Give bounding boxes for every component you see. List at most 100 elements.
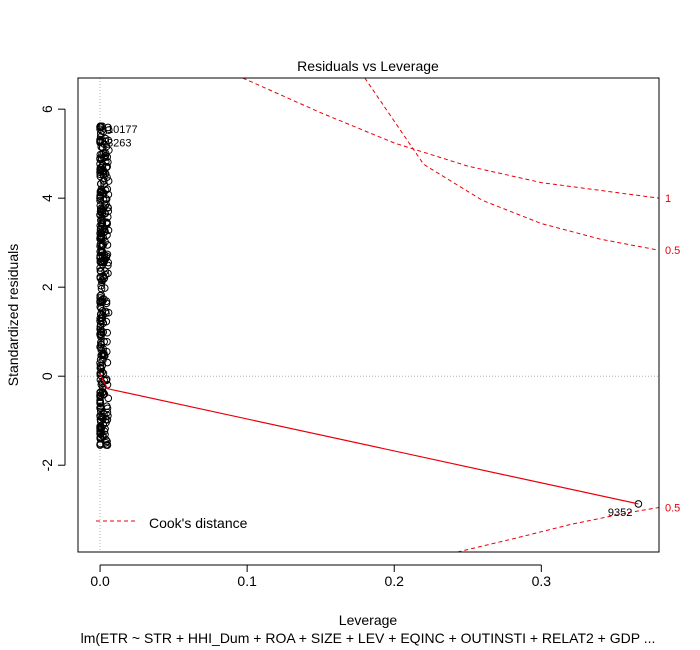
point-labels: 10177 3263 9352 <box>107 124 632 519</box>
x-tick-label: 0.1 <box>237 573 257 589</box>
data-point <box>103 402 111 410</box>
legend: Cook's distance <box>96 515 248 531</box>
data-point <box>96 194 104 203</box>
data-point <box>102 438 110 447</box>
data-point <box>100 180 108 189</box>
data-point <box>104 269 112 278</box>
legend-label: Cook's distance <box>149 515 248 531</box>
data-point <box>97 364 106 373</box>
data-point <box>101 227 109 236</box>
data-point <box>102 309 110 317</box>
cooks-distance-labels: 1 0.5 0.5 <box>665 193 680 514</box>
data-point <box>104 203 112 212</box>
data-point <box>102 200 110 208</box>
data-point <box>98 295 107 304</box>
data-point <box>105 146 113 155</box>
data-point <box>102 297 111 306</box>
data-point <box>97 304 105 313</box>
y-tick-label: 0 <box>39 372 55 380</box>
labeled-data-point <box>634 500 643 508</box>
cooks-distance-lines <box>242 78 659 552</box>
data-point <box>97 179 105 188</box>
data-point <box>97 333 105 341</box>
data-point <box>97 219 106 228</box>
data-point <box>101 153 109 162</box>
x-tick-label: 0.0 <box>90 573 110 589</box>
data-point <box>102 375 111 383</box>
cooks-distance-label: 0.5 <box>665 502 680 514</box>
data-point <box>98 314 107 322</box>
data-point <box>99 328 108 336</box>
data-point <box>96 235 104 243</box>
data-point <box>96 188 105 197</box>
data-point <box>96 403 104 412</box>
data-point <box>102 299 111 308</box>
data-point <box>97 425 105 434</box>
data-point <box>97 344 105 352</box>
data-point <box>99 319 107 327</box>
data-point <box>96 252 105 261</box>
data-point <box>99 369 108 378</box>
y-tick-label: 6 <box>39 105 55 113</box>
data-point <box>97 127 106 135</box>
data-point <box>103 213 112 221</box>
point-label: 10177 <box>107 124 138 136</box>
data-point <box>100 189 108 197</box>
data-point <box>103 337 111 346</box>
data-point <box>103 437 111 446</box>
data-point <box>98 368 106 376</box>
reference-lines <box>78 78 659 552</box>
x-tick-label: 0.2 <box>385 573 405 589</box>
data-point <box>102 436 110 444</box>
y-tick-label: 2 <box>39 283 55 291</box>
chart-title: Residuals vs Leverage <box>297 58 439 74</box>
y-tick-label: -2 <box>39 459 55 472</box>
data-point <box>96 369 104 378</box>
data-point <box>96 391 105 400</box>
labeled-data-point <box>96 125 104 133</box>
y-tick-label: 4 <box>39 194 55 202</box>
data-point <box>102 142 111 151</box>
data-point <box>100 284 109 292</box>
y-axis: -2 0 2 4 6 <box>39 105 66 472</box>
data-point <box>104 226 113 235</box>
cooks-distance-label: 0.5 <box>665 245 680 257</box>
data-point <box>96 242 104 250</box>
data-points <box>96 122 643 508</box>
data-point <box>98 379 107 388</box>
data-point <box>99 273 107 281</box>
labeled-data-point <box>96 138 104 147</box>
data-point <box>96 211 104 220</box>
data-point <box>96 388 104 397</box>
data-point <box>103 328 112 337</box>
cooks-distance-label: 1 <box>665 193 671 205</box>
x-axis-label: Leverage <box>339 612 398 628</box>
data-point <box>98 220 107 229</box>
data-point <box>96 196 104 205</box>
data-point <box>99 414 107 423</box>
data-point <box>97 291 105 299</box>
point-label: 3263 <box>107 138 131 150</box>
cooks-distance-line <box>242 78 659 199</box>
data-point <box>104 394 113 403</box>
cooks-distance-line <box>364 78 659 251</box>
data-point <box>96 399 105 407</box>
x-axis: 0.0 0.1 0.2 0.3 <box>90 564 552 589</box>
data-point <box>102 441 110 449</box>
point-label: 9352 <box>608 507 632 519</box>
data-point <box>97 229 106 238</box>
data-point <box>96 427 104 435</box>
y-axis-label: Standardized residuals <box>5 244 21 386</box>
smoother-line <box>99 373 639 505</box>
cooks-distance-line <box>457 506 659 552</box>
data-point <box>96 430 105 439</box>
data-point <box>104 308 113 317</box>
data-point <box>97 187 106 196</box>
model-formula-subtitle: lm(ETR ~ STR + HHI_Dum + ROA + SIZE + LE… <box>81 630 656 646</box>
smoother-polyline <box>99 373 639 505</box>
data-point <box>99 170 108 179</box>
data-point <box>96 355 105 364</box>
data-point <box>98 216 106 225</box>
x-tick-label: 0.3 <box>532 573 552 589</box>
data-point <box>96 359 104 367</box>
